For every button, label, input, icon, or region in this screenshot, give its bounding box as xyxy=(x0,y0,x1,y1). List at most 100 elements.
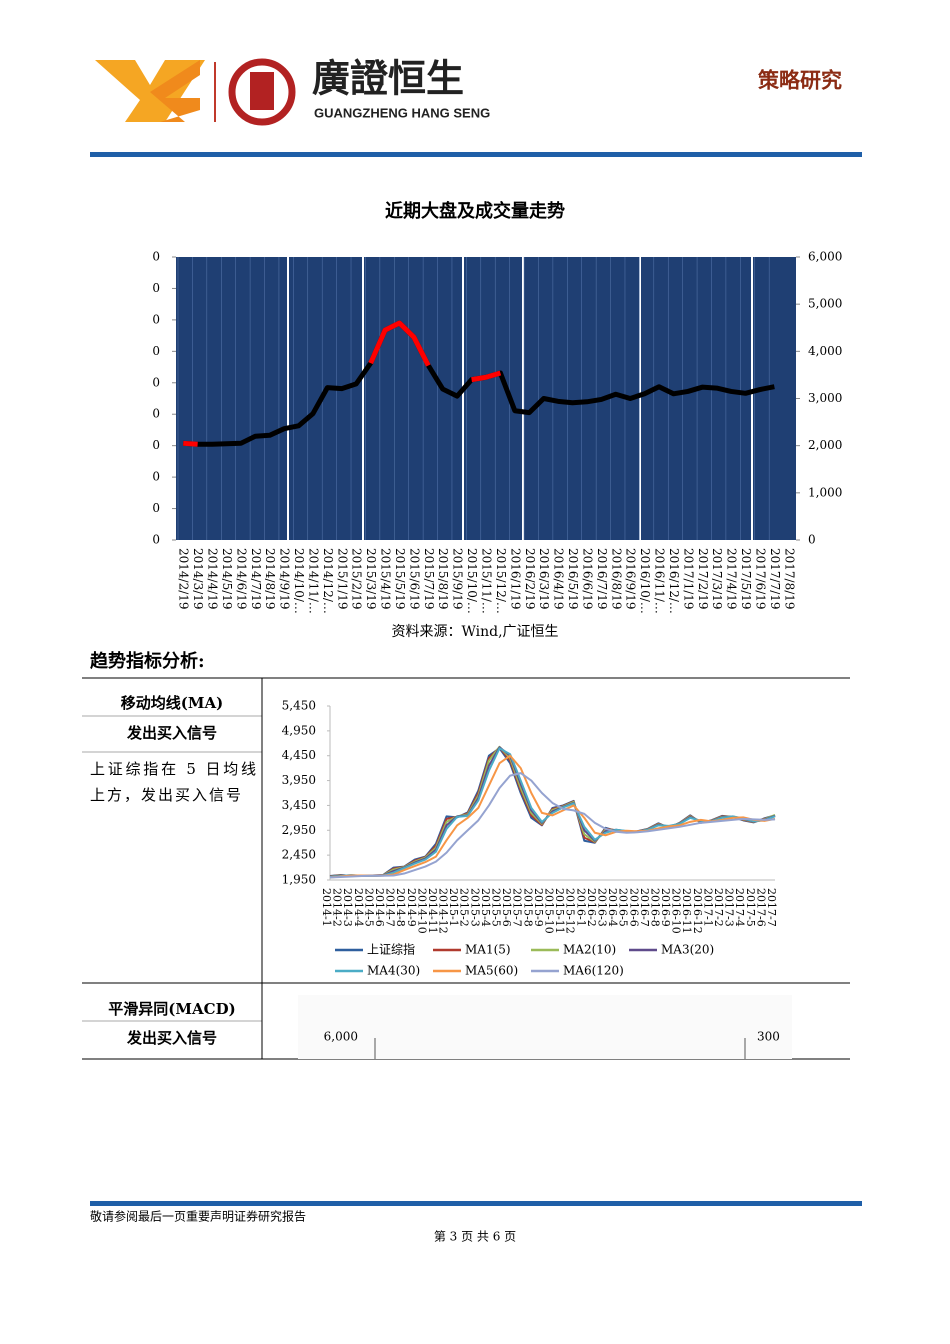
x-tick-label: 2016/12/… xyxy=(667,548,681,614)
y-tick-label: 0 xyxy=(152,281,160,295)
x-tick-label: 2016-2 xyxy=(585,888,598,927)
y-tick-label: 3,450 xyxy=(282,798,316,812)
x-tick-label: 2014-2 xyxy=(331,888,344,927)
chart-title: 近期大盘及成交量走势 xyxy=(385,200,565,222)
x-tick-label: 2016-3 xyxy=(595,888,608,927)
x-tick-label: 2016/6/19 xyxy=(580,548,594,610)
x-tick-label: 2017/4/19 xyxy=(725,548,739,610)
x-tick-label: 2016/7/19 xyxy=(595,548,609,610)
x-tick-label: 2015/12/… xyxy=(494,548,508,614)
plot-background xyxy=(176,257,796,540)
series-line xyxy=(471,370,502,383)
x-tick-label: 2014-5 xyxy=(362,888,375,927)
x-tick-label: 2016-8 xyxy=(648,888,661,927)
x-tick-label: 2015/8/19 xyxy=(436,548,450,610)
macd-chart-area xyxy=(298,995,792,1059)
x-tick-label: 2014-10 xyxy=(415,888,428,934)
y-tick-label: 0 xyxy=(152,501,160,515)
x-tick-label: 2016/1/19 xyxy=(508,548,522,610)
logo-seal xyxy=(250,72,274,110)
legend-label: MA1(5) xyxy=(465,943,511,957)
y-tick-label: 2,950 xyxy=(282,823,316,837)
x-tick-label: 2015/9/19 xyxy=(451,548,465,610)
x-tick-label: 2016-5 xyxy=(617,888,630,927)
legend-label: MA4(30) xyxy=(367,964,420,978)
x-tick-label: 2014-3 xyxy=(341,888,354,927)
x-tick-label: 2016-6 xyxy=(627,888,640,927)
y-tick-label: 4,950 xyxy=(282,723,316,737)
x-tick-label: 2017/1/19 xyxy=(681,548,695,610)
x-tick-label: 2015-10 xyxy=(543,888,556,934)
x-tick-label: 2015/5/19 xyxy=(393,548,407,610)
legend-label: MA2(10) xyxy=(563,943,616,957)
x-tick-label: 2016/9/19 xyxy=(624,548,638,610)
x-tick-label: 2015/1/19 xyxy=(335,548,349,610)
header-rule xyxy=(90,152,862,157)
x-tick-label: 2016-11 xyxy=(680,888,693,934)
x-tick-label: 2014/4/19 xyxy=(206,548,220,610)
x-tick-label: 2015-7 xyxy=(511,888,524,927)
x-tick-label: 2015-8 xyxy=(521,888,534,927)
table-cell: 平滑异同(MACD) xyxy=(108,1000,236,1018)
table-cell: 移动均线(MA) xyxy=(120,694,224,712)
logo-seal xyxy=(228,58,296,126)
x-tick-label: 2015/3/19 xyxy=(364,548,378,610)
macd-tick-label: 6,000 xyxy=(324,1030,358,1044)
x-tick-label: 2014/8/19 xyxy=(263,548,277,610)
x-tick-label: 2015-1 xyxy=(447,888,460,927)
x-tick-label: 2017/6/19 xyxy=(753,548,767,610)
x-tick-label: 2015-4 xyxy=(479,888,492,927)
x-tick-label: 2017-5 xyxy=(744,888,757,927)
y-tick-label: 3,950 xyxy=(282,773,316,787)
y-tick-label: 2,450 xyxy=(282,848,316,862)
x-tick-label: 2014-8 xyxy=(394,888,407,927)
series-line xyxy=(183,440,198,447)
y-tick-label: 0 xyxy=(152,470,160,484)
page-number: 第 3 页 共 6 页 xyxy=(434,1230,516,1244)
x-tick-label: 2015-12 xyxy=(564,888,577,934)
x-tick-label: 2014-4 xyxy=(352,888,365,927)
section-heading: 趋势指标分析: xyxy=(90,650,205,672)
x-tick-label: 2014-12 xyxy=(437,888,450,934)
x-tick-label: 2017/2/19 xyxy=(696,548,710,610)
x-tick-label: 2016/5/19 xyxy=(566,548,580,610)
y2-tick-label: 0 xyxy=(808,533,816,547)
x-tick-label: 2014-7 xyxy=(384,888,397,927)
series-line xyxy=(329,772,776,879)
series-line xyxy=(368,320,431,367)
y2-tick-label: 1,000 xyxy=(808,485,842,499)
x-tick-label: 2016-10 xyxy=(670,888,683,934)
x-tick-label: 2016/11/… xyxy=(653,548,667,614)
x-tick-label: 2017/5/19 xyxy=(739,548,753,610)
series-line xyxy=(329,747,776,879)
x-tick-label: 2014/5/19 xyxy=(220,548,234,610)
x-tick-label: 2017-7 xyxy=(765,888,778,927)
y2-tick-label: 4,000 xyxy=(808,344,842,358)
x-tick-label: 2015-11 xyxy=(553,888,566,934)
y2-tick-label: 2,000 xyxy=(808,438,842,452)
y-tick-label: 0 xyxy=(152,533,160,547)
x-tick-label: 2014/2/19 xyxy=(177,548,191,610)
footer-rule xyxy=(90,1201,862,1206)
x-tick-label: 2017/3/19 xyxy=(710,548,724,610)
x-tick-label: 2014/7/19 xyxy=(249,548,263,610)
y-tick-label: 4,450 xyxy=(282,748,316,762)
x-tick-label: 2014-1 xyxy=(320,888,333,927)
x-tick-label: 2016/8/19 xyxy=(609,548,623,610)
footer-disclaimer: 敬请参阅最后一页重要声明证券研究报告 xyxy=(90,1209,306,1224)
x-tick-label: 2015/10/… xyxy=(465,548,479,614)
x-tick-label: 2015-3 xyxy=(468,888,481,927)
logo-mark xyxy=(150,60,200,122)
x-tick-label: 2017/8/19 xyxy=(782,548,796,610)
table-cell: 发出买入信号 xyxy=(126,724,217,742)
y-tick-label: 0 xyxy=(152,438,160,452)
x-tick-label: 2014/9/19 xyxy=(278,548,292,610)
legend-label: MA3(20) xyxy=(661,943,714,957)
y-tick-label: 5,450 xyxy=(282,699,316,713)
x-tick-label: 2014-6 xyxy=(373,888,386,927)
legend-label: MA6(120) xyxy=(563,964,624,978)
x-tick-label: 2014/10/… xyxy=(292,548,306,614)
x-tick-label: 2017-1 xyxy=(701,888,714,927)
x-tick-label: 2016/10/… xyxy=(638,548,652,614)
y2-tick-label: 3,000 xyxy=(808,391,842,405)
